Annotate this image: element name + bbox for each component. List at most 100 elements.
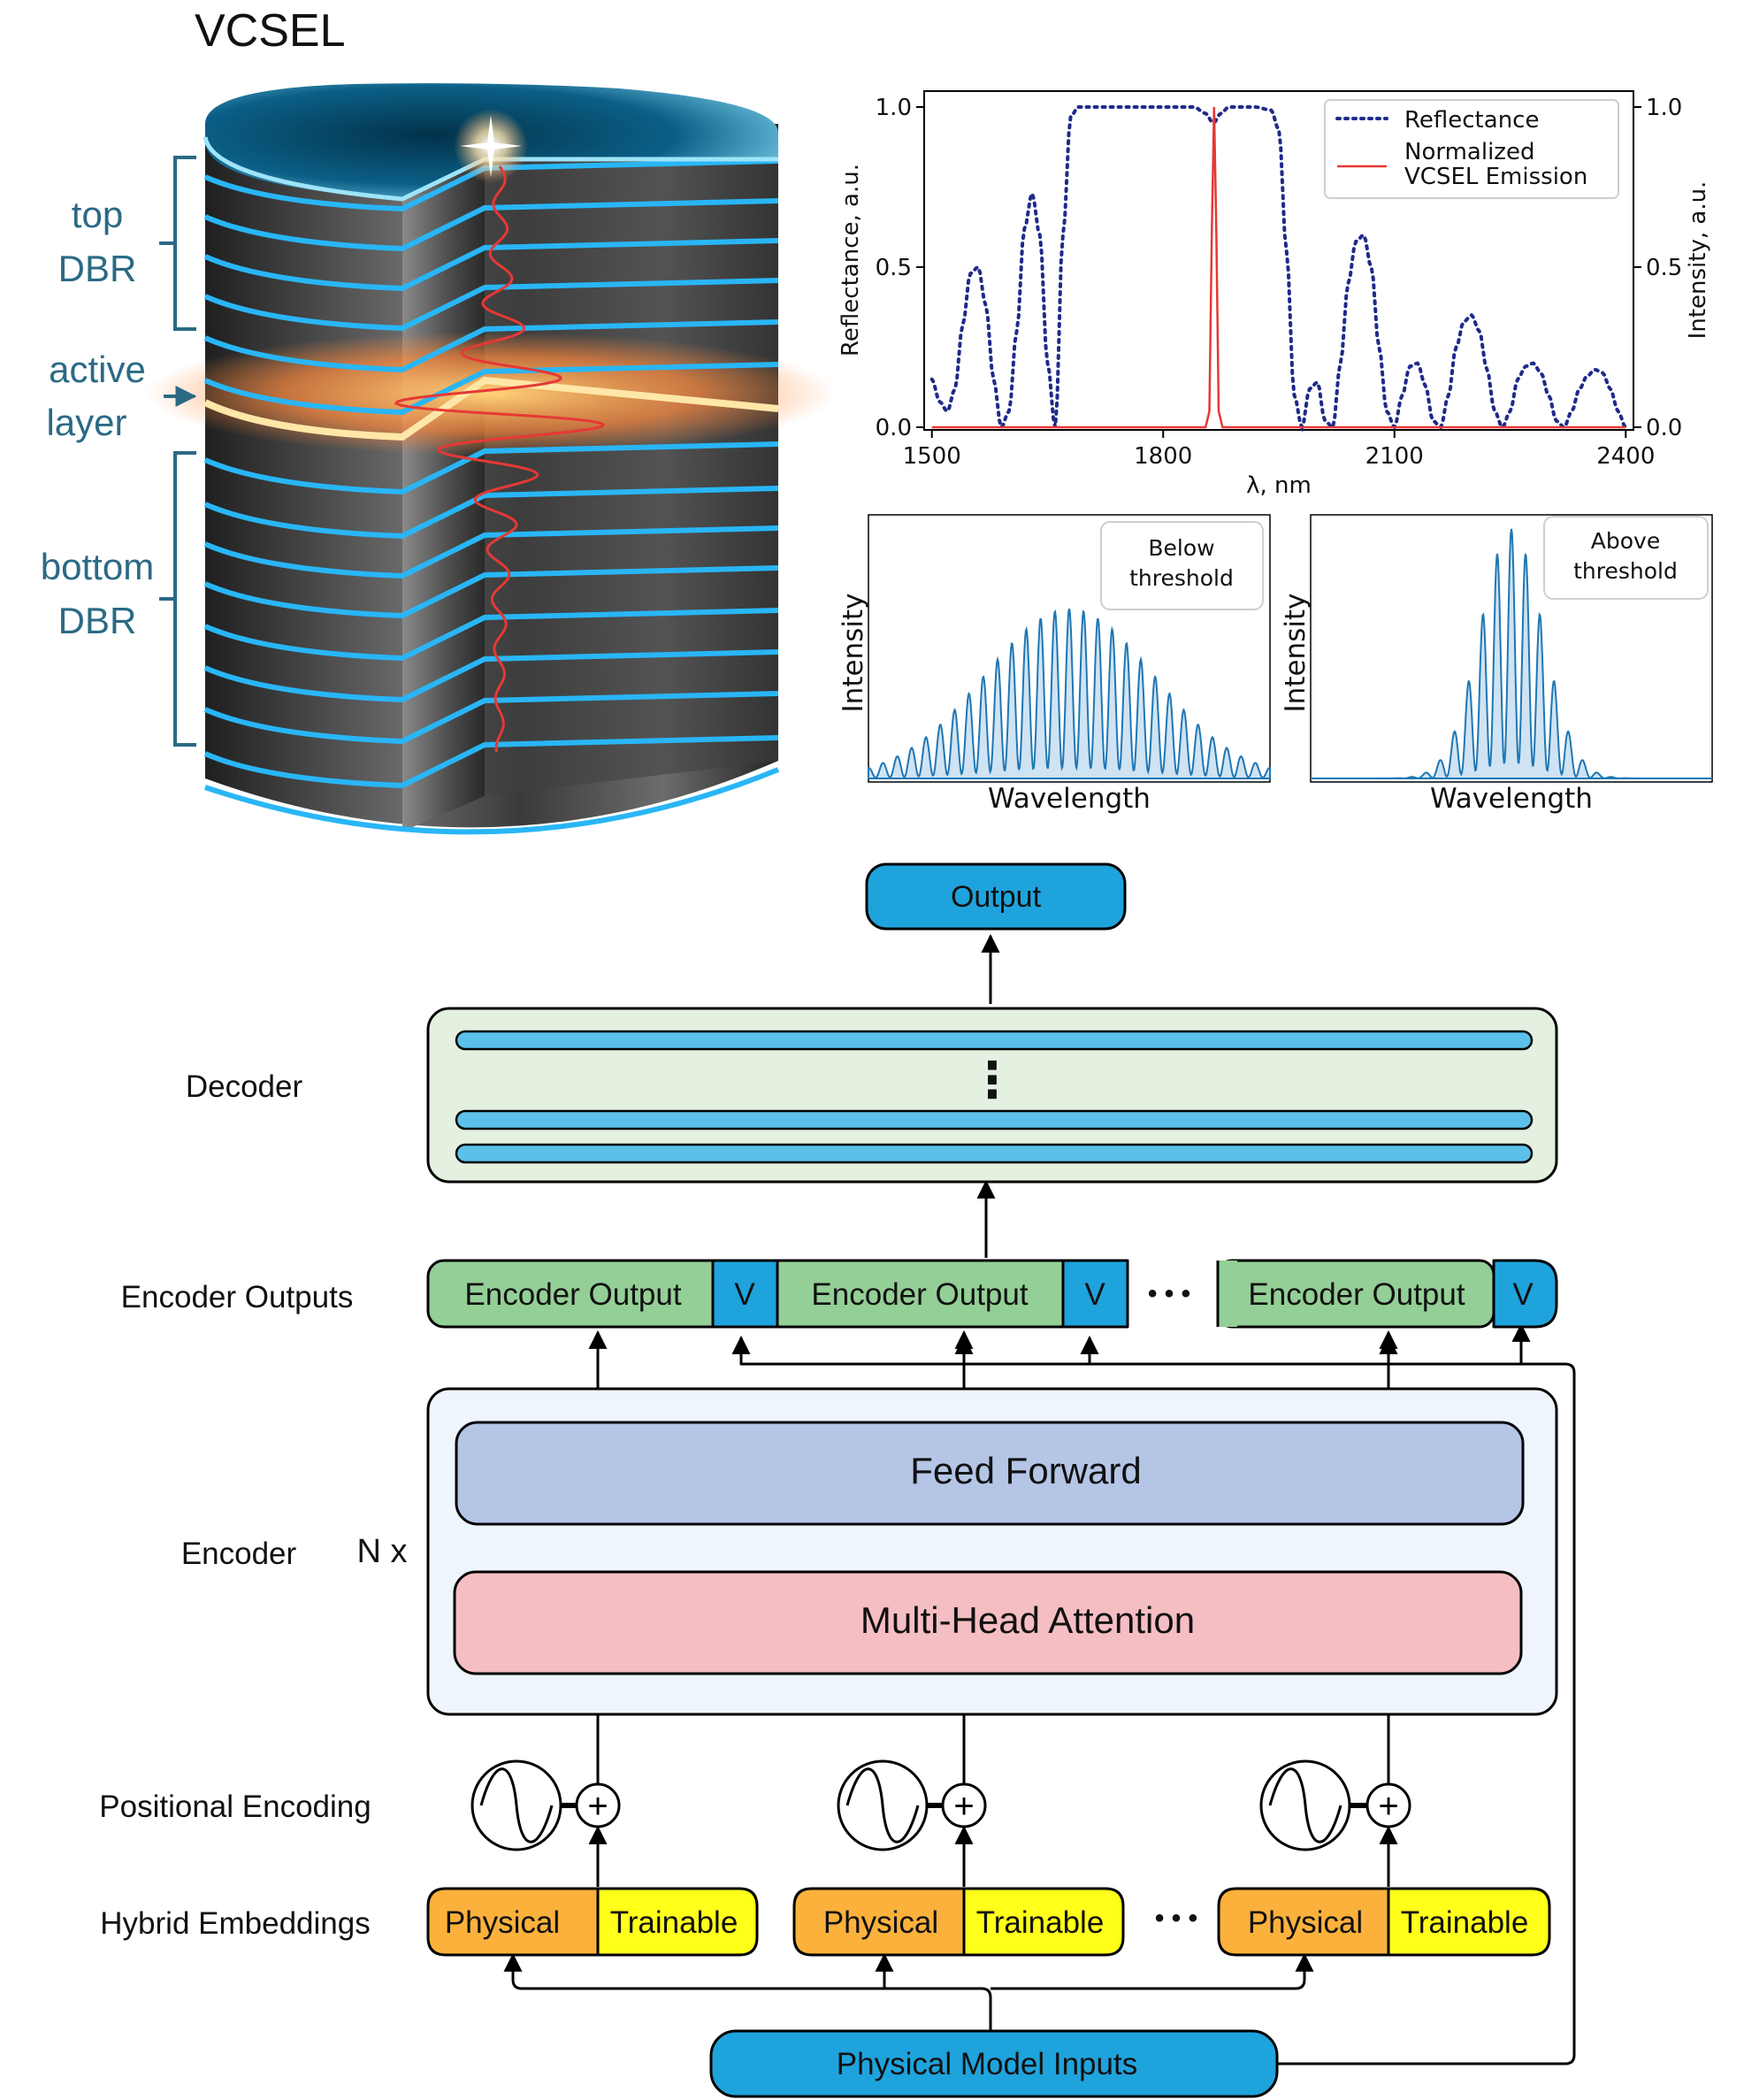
- add-icon: [1365, 1782, 1411, 1828]
- optical-field-wave: [394, 165, 606, 753]
- legend-normalized: Normalized: [1404, 139, 1534, 165]
- sine-curve: [845, 1767, 920, 1843]
- feed-forward-label: Feed Forward: [910, 1450, 1141, 1491]
- dbr-layer-line: [203, 525, 779, 579]
- dbr-layer-line: [203, 608, 779, 662]
- dbr-layer-line: [203, 158, 779, 212]
- input-to-emb-3: [991, 1952, 1314, 1990]
- chart1-y2label: Intensity, a.u.: [1685, 181, 1711, 340]
- y2-tick-label: 1.0: [1646, 95, 1682, 121]
- physical-box-1: [426, 1887, 600, 1957]
- embedding-1: Physical Trainable: [426, 1887, 759, 1957]
- embedding-2: Physical Trainable: [792, 1887, 1125, 1957]
- trainable-box-3: [1387, 1887, 1551, 1957]
- v-text-1: V: [734, 1277, 755, 1312]
- chart2-annotation-box: [1100, 521, 1264, 610]
- hybrid-embeddings-label: Hybrid Embeddings: [100, 1906, 370, 1941]
- add-icon: [575, 1782, 621, 1828]
- x-tick-label: 2100: [1365, 443, 1424, 470]
- series-reflectance: [929, 105, 1628, 433]
- top-dbr-bracket: [159, 156, 196, 331]
- chart3-annotation-2: threshold: [1573, 558, 1678, 584]
- v-box-3: [1492, 1259, 1558, 1329]
- chart2-xlabel: Wavelength: [988, 783, 1151, 815]
- vcsel-title: VCSEL: [195, 5, 346, 57]
- physical-text-1: Physical: [445, 1905, 560, 1940]
- chart3-annotation-1: Above: [1591, 528, 1660, 554]
- chart1-ylabel: Reflectance, a.u.: [838, 164, 864, 356]
- v-text-3: V: [1512, 1277, 1534, 1312]
- add-icon: [941, 1782, 987, 1828]
- mha-label: Multi-Head Attention: [861, 1599, 1195, 1641]
- emission-sparkle-icon: [460, 115, 522, 177]
- positional-encoding-units: + + +: [470, 1759, 1411, 1851]
- bypass-to-eo2: [954, 1335, 1521, 1366]
- plus-sign: +: [587, 1787, 608, 1826]
- dbr-layer-line: [203, 319, 779, 373]
- below-threshold-chart: Below threshold Wavelength Intensity: [838, 514, 1271, 815]
- decoder-layer-2: [455, 1109, 1534, 1130]
- dbr-layer-line: [203, 691, 779, 745]
- physical-model-inputs-box: [709, 2029, 1279, 2098]
- label-top-dbr: DBR: [58, 248, 137, 289]
- y-tick-label: 1.0: [876, 95, 912, 121]
- bypass-to-v3: [1278, 1322, 1576, 2066]
- above-threshold-chart: Above threshold Wavelength Intensity: [1280, 514, 1713, 815]
- bottom-dbr-bracket: [159, 451, 196, 747]
- dbr-layer-line: [203, 238, 779, 292]
- y-tick-label: 0.0: [876, 415, 912, 441]
- active-layer-line: [203, 376, 779, 441]
- label-bottom: bottom: [41, 546, 154, 587]
- chart1-legend: Reflectance Normalized VCSEL Emission: [1324, 99, 1619, 199]
- physical-text-2: Physical: [823, 1905, 938, 1940]
- dbr-layer-line: [203, 565, 779, 619]
- chart3-annotation-box: [1543, 516, 1709, 600]
- series-above-threshold: [1311, 528, 1712, 780]
- multi-head-attention-box: [453, 1570, 1523, 1675]
- y2-tick-label: 0.0: [1646, 415, 1682, 441]
- sine-curve: [479, 1767, 554, 1843]
- dbr-layer-line: [203, 441, 779, 495]
- trainable-box-2: [962, 1887, 1125, 1957]
- trainable-box-1: [596, 1887, 759, 1957]
- encoder-output-text-3: Encoder Output: [1248, 1277, 1465, 1312]
- trainable-text-3: Trainable: [1401, 1905, 1529, 1940]
- legend-box: [1324, 99, 1619, 199]
- transformer-diagram: Output Decoder ⋮ Encoder Outputs Encoder…: [99, 862, 1576, 2098]
- embedding-3: Physical Trainable: [1217, 1887, 1551, 1957]
- encoder-output-text-1: Encoder Output: [464, 1277, 681, 1312]
- encoder-outputs-label: Encoder Outputs: [121, 1280, 354, 1314]
- ellipsis-embeddings: • • •: [1155, 1904, 1197, 1933]
- encoder-label: Encoder: [181, 1537, 297, 1571]
- dbr-layer-line: [203, 362, 779, 416]
- x-tick-label: 1500: [903, 443, 961, 470]
- physical-model-inputs-label: Physical Model Inputs: [837, 2047, 1137, 2081]
- chart2-ylabel: Intensity: [838, 594, 869, 713]
- decoder-layer-1: [455, 1030, 1534, 1051]
- trainable-text-1: Trainable: [610, 1905, 738, 1940]
- chart2-annotation-2: threshold: [1129, 565, 1234, 591]
- input-to-emb-1: [503, 1952, 992, 2064]
- vcsel-illustration: VCSEL top DBR active layer bottom DBR: [41, 5, 836, 835]
- decoder-dots: ⋮: [968, 1052, 1017, 1107]
- top-rim-line: [203, 136, 778, 202]
- y-tick-label: 0.5: [876, 255, 912, 281]
- v-box-2: [1061, 1259, 1129, 1329]
- dbr-layer-line: [203, 486, 779, 540]
- v-text-2: V: [1084, 1277, 1105, 1312]
- label-active: active: [49, 349, 146, 390]
- plus-sign: +: [953, 1787, 974, 1826]
- label-top: top: [72, 194, 123, 235]
- legend-vcsel-emission: VCSEL Emission: [1404, 164, 1587, 190]
- series-below-threshold: [868, 608, 1271, 779]
- bottom-rim-line: [204, 767, 780, 835]
- encoder-output-text-2: Encoder Output: [811, 1277, 1028, 1312]
- decoder-label: Decoder: [186, 1069, 303, 1104]
- vcsel-cutaway-right: [485, 159, 778, 796]
- x-tick-label: 1800: [1134, 443, 1192, 470]
- sine-curve: [1268, 1767, 1342, 1843]
- decoder-layer-3: [455, 1143, 1534, 1164]
- physical-box-3: [1217, 1887, 1390, 1957]
